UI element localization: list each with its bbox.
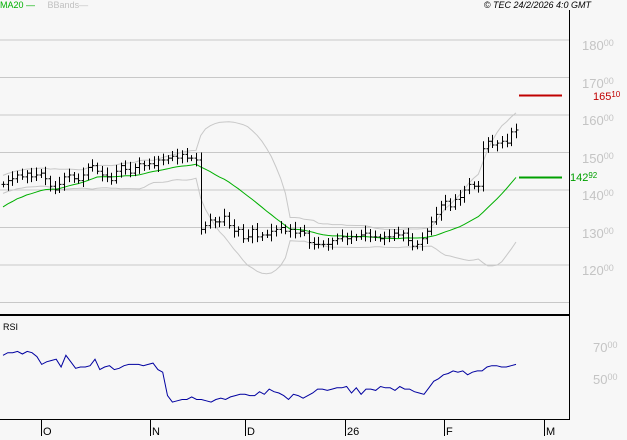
rsi-panel-title: RSI	[3, 322, 19, 332]
ma-last-value-label: 14292	[570, 171, 598, 184]
date-axis-label: O	[43, 426, 52, 438]
date-axis-label: D	[247, 426, 255, 438]
date-axis-label: 26	[347, 426, 360, 438]
price-axis-label: 13000	[582, 225, 614, 241]
price-axis-label: 12000	[582, 263, 614, 278]
legend-ma20: MA20 —	[0, 0, 36, 10]
price-axis-label: 14000	[582, 188, 614, 203]
price-axis-label: 17000	[582, 75, 614, 91]
legend-bbands: BBands—	[47, 0, 89, 10]
date-axis-label: N	[152, 426, 160, 438]
rsi-axis-label: 7000	[593, 340, 618, 355]
chart-legend: MA20 — BBands—	[0, 0, 88, 11]
date-axis-label: F	[446, 426, 453, 438]
copyright-timestamp: © TEC 24/2/2026 4:0 GMT	[483, 0, 591, 10]
rsi-axis-label: 5000	[593, 372, 618, 387]
price-axis-label: 15000	[582, 150, 614, 166]
date-axis-label: M	[546, 426, 556, 438]
price-axis-label: 16000	[582, 113, 614, 128]
price-axis-label: 18000	[582, 38, 614, 53]
resistance-value-label: 16510	[593, 90, 621, 103]
